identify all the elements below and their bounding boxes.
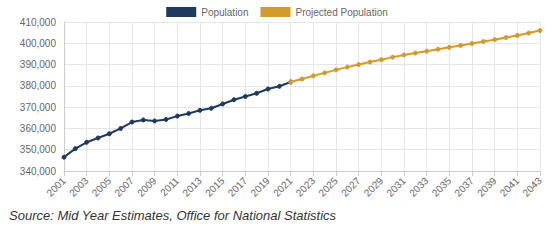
svg-text:2029: 2029 [362, 175, 386, 199]
svg-text:2023: 2023 [294, 175, 318, 199]
svg-text:2041: 2041 [498, 175, 522, 199]
svg-text:360,000: 360,000 [20, 123, 57, 134]
svg-text:2043: 2043 [520, 175, 544, 199]
svg-text:2009: 2009 [135, 175, 159, 199]
svg-text:400,000: 400,000 [20, 38, 57, 49]
svg-text:410,000: 410,000 [20, 17, 57, 28]
svg-text:370,000: 370,000 [20, 102, 57, 113]
svg-text:2013: 2013 [180, 175, 204, 199]
svg-text:2021: 2021 [271, 175, 295, 199]
svg-text:2003: 2003 [67, 175, 91, 199]
svg-text:Projected Population: Projected Population [295, 7, 387, 18]
svg-text:2027: 2027 [339, 175, 363, 199]
svg-text:2031: 2031 [384, 175, 408, 199]
svg-text:380,000: 380,000 [20, 80, 57, 91]
svg-text:2005: 2005 [90, 175, 114, 199]
svg-text:2017: 2017 [226, 175, 250, 199]
svg-text:340,000: 340,000 [20, 166, 57, 177]
svg-text:2011: 2011 [158, 175, 181, 198]
svg-text:Source: Mid Year Estimates, Of: Source: Mid Year Estimates, Office for N… [9, 208, 337, 223]
svg-text:2025: 2025 [316, 175, 340, 199]
svg-text:390,000: 390,000 [20, 59, 57, 70]
svg-text:2039: 2039 [475, 175, 499, 199]
svg-text:2035: 2035 [430, 175, 454, 199]
svg-text:2019: 2019 [248, 175, 272, 199]
svg-text:2037: 2037 [452, 175, 476, 199]
svg-text:2015: 2015 [203, 175, 227, 199]
svg-text:2033: 2033 [407, 175, 431, 199]
svg-text:Population: Population [201, 7, 248, 18]
svg-text:350,000: 350,000 [20, 144, 57, 155]
svg-text:2001: 2001 [44, 175, 68, 199]
svg-text:2007: 2007 [112, 175, 136, 199]
